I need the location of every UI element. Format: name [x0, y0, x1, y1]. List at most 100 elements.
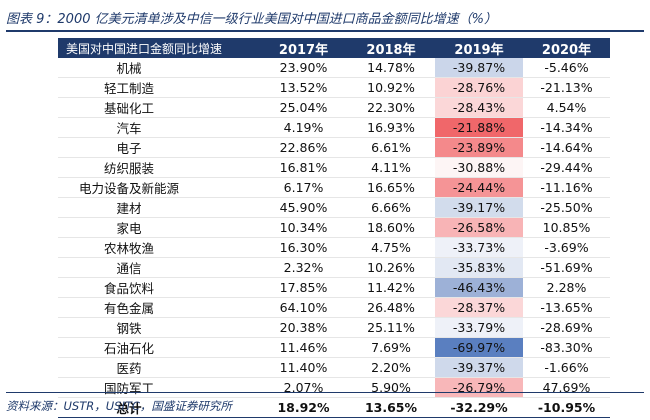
table-row: 机械 23.90% 14.78% -39.87% -5.46% — [58, 58, 610, 78]
header-2018: 2018年 — [347, 38, 435, 58]
value-2020-cell: -28.69% — [523, 317, 610, 338]
value-2017-cell: 11.46% — [260, 337, 347, 358]
value-2020-cell: -25.50% — [523, 197, 610, 218]
header-category: 美国对中国进口金额同比增速 — [58, 38, 260, 58]
value-2017-cell: 17.85% — [260, 277, 347, 298]
table-row: 基础化工 25.04% 22.30% -28.43% 4.54% — [58, 97, 610, 118]
category-cell: 医药 — [58, 357, 260, 378]
growth-table: 美国对中国进口金额同比增速 2017年 2018年 2019年 2020年 机械… — [58, 38, 610, 418]
category-cell: 汽车 — [58, 117, 260, 138]
header-row: 美国对中国进口金额同比增速 2017年 2018年 2019年 2020年 — [58, 38, 610, 58]
table-row: 电子 22.86% 6.61% -23.89% -14.64% — [58, 137, 610, 158]
value-2020-cell: 4.54% — [523, 97, 610, 118]
table-row: 钢铁 20.38% 25.11% -33.79% -28.69% — [58, 317, 610, 338]
value-2017-cell: 22.86% — [260, 137, 347, 158]
value-2018-cell: 5.90% — [347, 377, 435, 398]
value-2019-cell: -35.83% — [435, 257, 523, 278]
value-2020-cell: -29.44% — [523, 157, 610, 178]
table-row: 农林牧渔 16.30% 4.75% -33.73% -3.69% — [58, 237, 610, 258]
value-2017-cell: 64.10% — [260, 297, 347, 318]
value-2019-cell: -39.17% — [435, 197, 523, 218]
value-2017-cell: 45.90% — [260, 197, 347, 218]
value-2018-cell: 7.69% — [347, 337, 435, 358]
value-2020-cell: -13.65% — [523, 297, 610, 318]
value-2018-cell: 16.65% — [347, 177, 435, 198]
value-2019-cell: -28.43% — [435, 97, 523, 118]
value-2019-cell: -39.37% — [435, 357, 523, 378]
value-2018-cell: 11.42% — [347, 277, 435, 298]
value-2019-cell: -21.88% — [435, 117, 523, 138]
category-cell: 基础化工 — [58, 97, 260, 118]
category-cell: 通信 — [58, 257, 260, 278]
value-2018-cell: 22.30% — [347, 97, 435, 118]
category-cell: 建材 — [58, 197, 260, 218]
title-divider — [6, 30, 644, 32]
category-cell: 总计 — [58, 397, 260, 418]
value-2019-cell: -33.73% — [435, 237, 523, 258]
table-row: 纺织服装 16.81% 4.11% -30.88% -29.44% — [58, 157, 610, 178]
table-row: 建材 45.90% 6.66% -39.17% -25.50% — [58, 197, 610, 218]
value-2018-cell: 18.60% — [347, 217, 435, 238]
value-2017-cell: 13.52% — [260, 77, 347, 98]
table-row: 电力设备及新能源 6.17% 16.65% -24.44% -11.16% — [58, 177, 610, 198]
source-note: 资料来源：USTR，USITC，国盛证券研究所 — [6, 399, 232, 413]
figure-title: 图表 9：2000 亿美元清单涉及中信一级行业美国对中国进口商品金额同比增速（%… — [6, 12, 497, 27]
value-2020-cell: -51.69% — [523, 257, 610, 278]
category-cell: 有色金属 — [58, 297, 260, 318]
value-2017-cell: 6.17% — [260, 177, 347, 198]
category-cell: 机械 — [58, 58, 260, 78]
table-row: 有色金属 64.10% 26.48% -28.37% -13.65% — [58, 297, 610, 318]
table-row: 家电 10.34% 18.60% -26.58% 10.85% — [58, 217, 610, 238]
value-2020-cell: 10.85% — [523, 217, 610, 238]
table-row: 医药 11.40% 2.20% -39.37% -1.66% — [58, 357, 610, 378]
value-2020-cell: -14.34% — [523, 117, 610, 138]
category-cell: 农林牧渔 — [58, 237, 260, 258]
value-2018-cell: 10.26% — [347, 257, 435, 278]
value-2020-cell: -5.46% — [523, 58, 610, 78]
value-2019-cell: -28.76% — [435, 77, 523, 98]
value-2017-cell: 23.90% — [260, 58, 347, 78]
value-2018-cell: 26.48% — [347, 297, 435, 318]
category-cell: 纺织服装 — [58, 157, 260, 178]
header-2019: 2019年 — [435, 38, 523, 58]
value-2017-cell: 10.34% — [260, 217, 347, 238]
table-row: 轻工制造 13.52% 10.92% -28.76% -21.13% — [58, 77, 610, 98]
value-2017-cell: 2.07% — [260, 377, 347, 398]
header-2020: 2020年 — [523, 38, 610, 58]
value-2019-cell: -33.79% — [435, 317, 523, 338]
value-2020-cell: -10.95% — [523, 397, 610, 418]
table-row: 通信 2.32% 10.26% -35.83% -51.69% — [58, 257, 610, 278]
category-cell: 国防军工 — [58, 377, 260, 398]
table-row: 汽车 4.19% 16.93% -21.88% -14.34% — [58, 117, 610, 138]
category-cell: 钢铁 — [58, 317, 260, 338]
value-2018-cell: 13.65% — [347, 397, 435, 418]
table-row: 食品饮料 17.85% 11.42% -46.43% 2.28% — [58, 277, 610, 298]
value-2017-cell: 16.81% — [260, 157, 347, 178]
category-cell: 石油石化 — [58, 337, 260, 358]
source-divider — [6, 392, 644, 393]
value-2018-cell: 2.20% — [347, 357, 435, 378]
value-2018-cell: 6.66% — [347, 197, 435, 218]
value-2020-cell: 47.69% — [523, 377, 610, 398]
value-2020-cell: -1.66% — [523, 357, 610, 378]
header-2017: 2017年 — [260, 38, 347, 58]
value-2020-cell: -11.16% — [523, 177, 610, 198]
table-body: 机械 23.90% 14.78% -39.87% -5.46% 轻工制造 13.52% 10.… — [58, 58, 610, 418]
value-2019-cell: -69.97% — [435, 337, 523, 358]
value-2018-cell: 4.11% — [347, 157, 435, 178]
value-2017-cell: 25.04% — [260, 97, 347, 118]
value-2017-cell: 20.38% — [260, 317, 347, 338]
category-cell: 轻工制造 — [58, 77, 260, 98]
value-2019-cell: -24.44% — [435, 177, 523, 198]
value-2019-cell: -39.87% — [435, 58, 523, 78]
value-2020-cell: -83.30% — [523, 337, 610, 358]
table-row: 石油石化 11.46% 7.69% -69.97% -83.30% — [58, 337, 610, 358]
value-2017-cell: 16.30% — [260, 237, 347, 258]
value-2019-cell: -26.79% — [435, 377, 523, 398]
value-2018-cell: 16.93% — [347, 117, 435, 138]
value-2018-cell: 6.61% — [347, 137, 435, 158]
value-2018-cell: 4.75% — [347, 237, 435, 258]
value-2020-cell: -21.13% — [523, 77, 610, 98]
table-header: 美国对中国进口金额同比增速 2017年 2018年 2019年 2020年 — [58, 38, 610, 58]
value-2019-cell: -23.89% — [435, 137, 523, 158]
